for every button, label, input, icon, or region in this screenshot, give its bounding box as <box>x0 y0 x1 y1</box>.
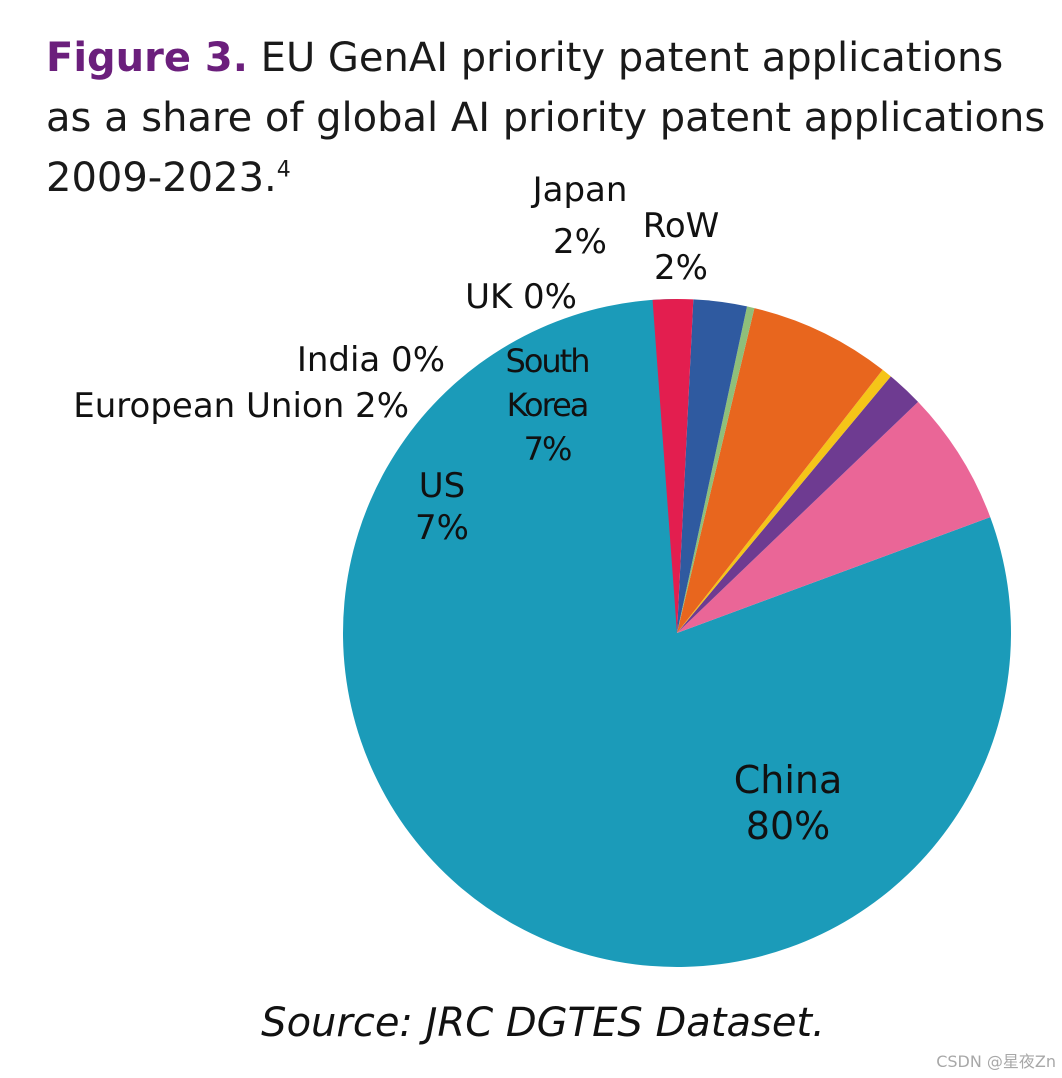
slice-label-line: 80% <box>746 804 830 848</box>
slice-label-india: India 0% <box>297 340 445 380</box>
slice-label-line: 2% <box>654 248 708 288</box>
slice-label-japan: Japan 2% <box>531 170 628 262</box>
slice-label-china: China 80% <box>734 758 843 848</box>
slice-label-line: European Union 2% <box>73 386 409 426</box>
slice-label-line: South <box>506 342 589 380</box>
slice-label-line: India 0% <box>297 340 445 380</box>
figure-number: Figure 3. <box>46 35 248 81</box>
slice-label-line: 2% <box>553 222 607 262</box>
slice-label-row: RoW 2% <box>643 206 720 288</box>
pie-slice-india <box>677 369 891 633</box>
footnote-marker: 4 <box>276 157 291 183</box>
pie-slice-japan <box>677 299 748 633</box>
pie-slice-south-korea <box>677 308 883 633</box>
slice-label-line: 7% <box>415 508 469 548</box>
slice-label-line: US <box>419 466 465 506</box>
slice-label-line: RoW <box>643 206 720 246</box>
pie-slice-row <box>652 299 694 633</box>
source-note: Source: JRC DGTES Dataset. <box>261 1000 825 1046</box>
slice-label-line: 7% <box>524 430 571 468</box>
slice-label-uk: UK 0% <box>465 277 577 317</box>
watermark: CSDN @星夜Zn <box>936 1052 1056 1071</box>
pie-labels: China 80%US 7%European Union 2%India 0% Sou… <box>73 170 842 848</box>
slice-label-line: Korea <box>507 386 588 424</box>
slice-label-us: US 7% <box>415 466 469 548</box>
pie-slice-european-union <box>677 376 919 633</box>
pie-slice-us <box>677 401 991 633</box>
slice-label-line: Japan <box>531 170 628 210</box>
slice-label-south-korea: South Korea 7% <box>506 342 589 468</box>
pie-slice-china <box>342 299 1011 967</box>
slice-label-eu: European Union 2% <box>73 386 409 426</box>
title-text: EU GenAI priority patent applications as… <box>46 35 1046 201</box>
slice-label-line: UK 0% <box>465 277 577 317</box>
pie-slice-uk <box>677 306 755 633</box>
slice-label-line: China <box>734 758 843 802</box>
chart-title: Figure 3. EU GenAI priority patent appli… <box>46 28 1046 208</box>
pie-slices <box>342 299 1011 967</box>
